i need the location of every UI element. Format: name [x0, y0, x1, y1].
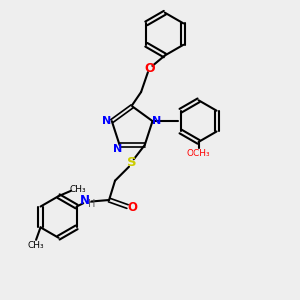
Text: OCH₃: OCH₃: [187, 149, 210, 158]
Text: N: N: [102, 116, 112, 125]
Text: O: O: [127, 201, 137, 214]
Text: S: S: [127, 156, 136, 169]
Text: N: N: [152, 116, 161, 126]
Text: CH₃: CH₃: [69, 185, 86, 194]
Text: H: H: [88, 199, 95, 209]
Text: N: N: [80, 194, 90, 207]
Text: N: N: [113, 144, 123, 154]
Text: O: O: [145, 62, 155, 75]
Text: CH₃: CH₃: [28, 241, 44, 250]
